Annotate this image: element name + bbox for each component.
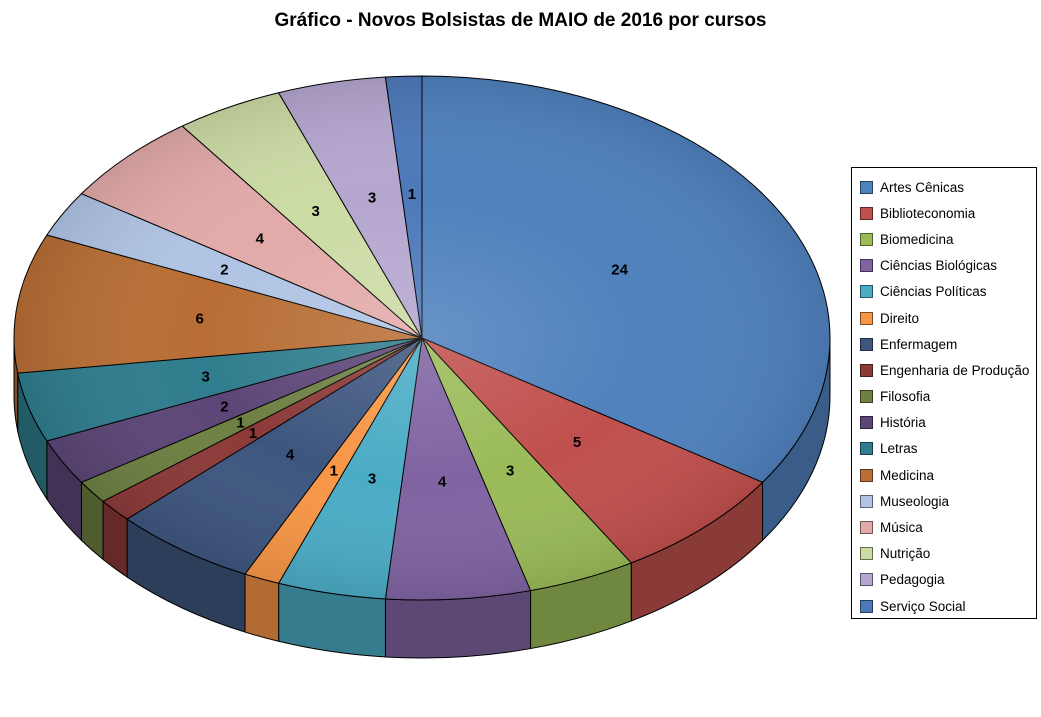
legend-label: Direito xyxy=(880,310,920,326)
legend-item-medicina[interactable]: Medicina xyxy=(860,462,1036,488)
legend-swatch-icon xyxy=(860,547,873,561)
slice-value-label-enfermagem: 4 xyxy=(286,447,295,464)
slice-value-label-artes-cenicas: 24 xyxy=(611,262,628,279)
legend-label: Ciências Políticas xyxy=(880,284,987,300)
legend-label: Biomedicina xyxy=(880,231,954,247)
legend-item-engenharia-de-producao[interactable]: Engenharia de Produção xyxy=(860,357,1036,383)
slice-value-label-ciencias-politicas: 3 xyxy=(368,470,376,487)
slice-value-label-direito: 1 xyxy=(330,463,338,480)
legend-item-nutricao[interactable]: Nutrição xyxy=(860,541,1036,567)
legend-item-filosofia[interactable]: Filosofia xyxy=(860,384,1036,410)
legend-swatch-icon xyxy=(860,337,873,351)
slice-value-label-biblioteconomia: 5 xyxy=(573,434,581,451)
pie-slice-side-ciencias-biologicas xyxy=(384,589,532,659)
legend-item-ciencias-politicas[interactable]: Ciências Políticas xyxy=(860,279,1036,305)
legend-swatch-icon xyxy=(860,416,873,430)
legend-label: Biblioteconomia xyxy=(880,205,976,221)
legend-label: Engenharia de Produção xyxy=(880,362,1030,378)
legend-label: Letras xyxy=(880,441,918,457)
legend-swatch-icon xyxy=(860,363,873,377)
slice-value-label-nutricao: 3 xyxy=(311,203,319,220)
legend-label: Serviço Social xyxy=(880,598,966,614)
legend-item-pedagogia[interactable]: Pedagogia xyxy=(860,567,1036,593)
legend-label: Medicina xyxy=(880,467,935,483)
legend-item-musica[interactable]: Música xyxy=(860,514,1036,540)
legend-swatch-icon xyxy=(860,180,873,194)
legend-swatch-icon xyxy=(860,468,873,482)
slice-value-label-musica: 4 xyxy=(256,230,265,247)
legend-item-letras[interactable]: Letras xyxy=(860,436,1036,462)
slice-value-label-medicina: 6 xyxy=(195,311,203,328)
legend-item-biomedicina[interactable]: Biomedicina xyxy=(860,226,1036,252)
legend-swatch-icon xyxy=(860,521,873,535)
slice-value-label-filosofia: 1 xyxy=(236,415,244,432)
legend-label: Pedagogia xyxy=(880,572,945,588)
pie-top-faces xyxy=(13,75,831,601)
slice-value-label-ciencias-biologicas: 4 xyxy=(438,474,447,491)
legend-item-museologia[interactable]: Museologia xyxy=(860,488,1036,514)
legend-label: História xyxy=(880,415,926,431)
legend-label: Ciências Biológicas xyxy=(880,258,998,274)
chart-title: Gráfico - Novos Bolsistas de MAIO de 201… xyxy=(274,10,767,31)
slice-value-label-museologia: 2 xyxy=(220,262,228,279)
legend-swatch-icon xyxy=(860,494,873,508)
slice-value-label-biomedicina: 3 xyxy=(506,463,514,480)
slice-value-label-servico-social: 1 xyxy=(408,186,416,203)
legend-swatch-icon xyxy=(860,311,873,325)
slice-value-label-pedagogia: 3 xyxy=(368,190,376,207)
legend-label: Enfermagem xyxy=(880,336,958,352)
legend-swatch-icon xyxy=(860,232,873,246)
legend-item-ciencias-biologicas[interactable]: Ciências Biológicas xyxy=(860,253,1036,279)
legend-item-direito[interactable]: Direito xyxy=(860,305,1036,331)
legend-swatch-icon xyxy=(860,390,873,404)
slice-value-label-letras: 3 xyxy=(202,368,210,385)
legend-swatch-icon xyxy=(860,206,873,220)
legend-swatch-icon xyxy=(860,442,873,456)
legend-swatch-icon xyxy=(860,285,873,299)
slice-value-label-engenharia-de-producao: 1 xyxy=(249,425,257,442)
legend-label: Artes Cênicas xyxy=(880,179,965,195)
legend-swatch-icon xyxy=(860,573,873,587)
legend-item-enfermagem[interactable]: Enfermagem xyxy=(860,331,1036,357)
slice-value-label-historia: 2 xyxy=(220,398,228,415)
legend-item-biblioteconomia[interactable]: Biblioteconomia xyxy=(860,200,1036,226)
legend-label: Música xyxy=(880,520,923,536)
legend-item-servico-social[interactable]: Serviço Social xyxy=(860,593,1036,618)
pie-slice-side-direito xyxy=(244,573,280,642)
legend-label: Museologia xyxy=(880,493,950,509)
legend-label: Filosofia xyxy=(880,389,931,405)
legend-swatch-icon xyxy=(860,259,873,273)
legend-item-historia[interactable]: História xyxy=(860,410,1036,436)
legend: Artes Cênicas Biblioteconomia Biomedicina C… xyxy=(851,167,1037,619)
legend-item-artes-cenicas[interactable]: Artes Cênicas xyxy=(860,174,1036,200)
legend-label: Nutrição xyxy=(880,546,931,562)
legend-swatch-icon xyxy=(860,599,873,613)
